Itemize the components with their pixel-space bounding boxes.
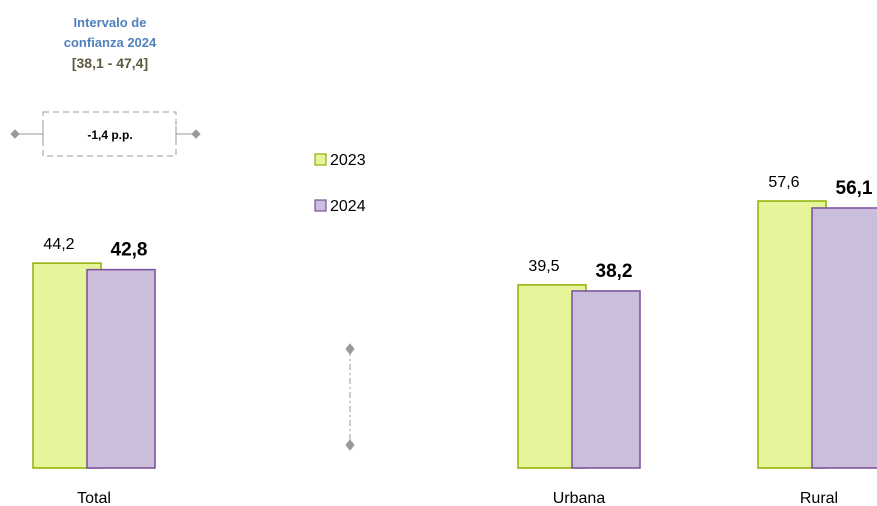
legend-label: 2023 <box>330 152 366 169</box>
value-label: 39,5 <box>528 258 559 275</box>
legend-swatch <box>314 199 327 212</box>
value-label: 44,2 <box>43 236 74 253</box>
separator <box>345 343 355 451</box>
value-label: 56,1 <box>836 178 873 199</box>
interval-title: confianza 2024 <box>64 35 157 50</box>
value-label: 38,2 <box>596 261 633 282</box>
value-label: 57,6 <box>768 174 799 191</box>
bar <box>86 268 156 469</box>
value-label: 42,8 <box>111 240 148 261</box>
difference-box <box>42 111 177 157</box>
bar <box>571 290 641 469</box>
difference-connector <box>10 126 201 142</box>
interval-title: Intervalo de <box>74 15 147 30</box>
legend-swatch <box>314 153 327 166</box>
x-tick-label: Rural <box>800 490 838 506</box>
x-tick-label: Urbana <box>553 490 606 506</box>
x-tick-label: Total <box>77 490 111 506</box>
bar <box>811 207 877 469</box>
interval-range: [38,1 - 47,4] <box>72 55 148 71</box>
legend-label: 2024 <box>330 198 366 215</box>
difference-label: -1,4 p.p. <box>87 128 132 142</box>
